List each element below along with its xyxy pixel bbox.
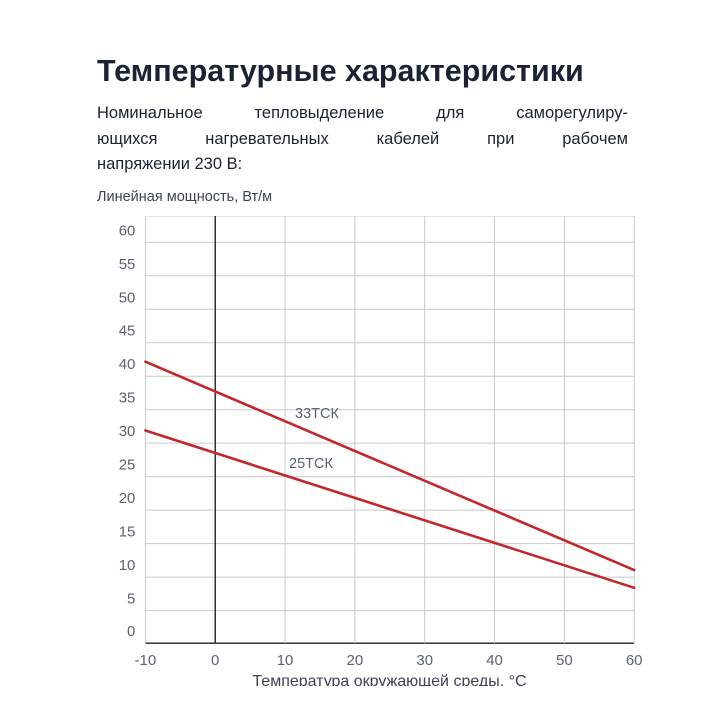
svg-text:30: 30: [119, 423, 136, 440]
svg-text:50: 50: [119, 290, 136, 307]
svg-text:45: 45: [119, 323, 136, 340]
svg-text:40: 40: [486, 652, 503, 669]
svg-text:40: 40: [119, 357, 136, 374]
svg-text:60: 60: [626, 652, 643, 669]
svg-text:25ТСК: 25ТСК: [289, 456, 333, 472]
svg-text:10: 10: [119, 557, 136, 574]
svg-text:55: 55: [119, 256, 136, 273]
svg-text:20: 20: [347, 652, 364, 669]
svg-text:0: 0: [127, 623, 135, 640]
svg-text:Температура окружающей среды,: Температура окружающей среды, °C: [252, 673, 526, 686]
svg-text:-10: -10: [135, 652, 157, 669]
svg-text:35: 35: [119, 390, 136, 407]
svg-text:0: 0: [211, 652, 219, 669]
svg-text:25: 25: [119, 457, 136, 474]
svg-text:33ТСК: 33ТСК: [295, 406, 339, 422]
svg-text:50: 50: [556, 652, 573, 669]
svg-text:10: 10: [277, 652, 294, 669]
svg-text:60: 60: [119, 223, 136, 240]
svg-text:20: 20: [119, 490, 136, 507]
svg-text:30: 30: [416, 652, 433, 669]
svg-text:15: 15: [119, 524, 136, 541]
svg-text:5: 5: [127, 591, 135, 608]
